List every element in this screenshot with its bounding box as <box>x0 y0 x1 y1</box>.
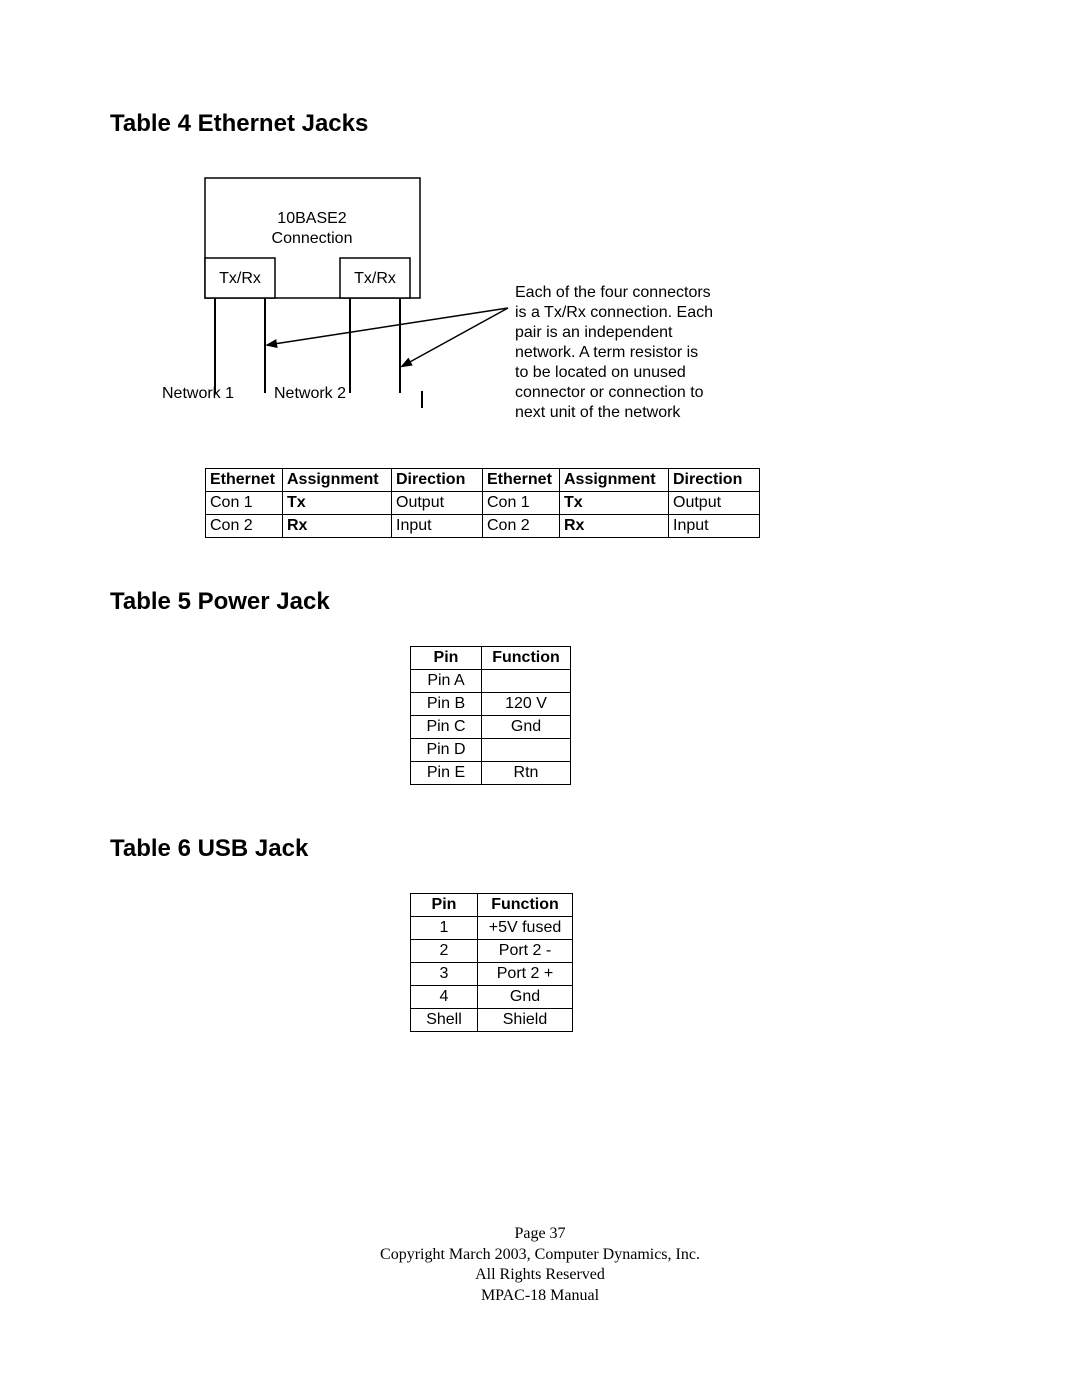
eth-cell: Output <box>392 492 483 515</box>
footer-page: Page 37 <box>0 1224 1080 1245</box>
eth-cell: Tx <box>560 492 669 515</box>
usb-cell: 4 <box>411 986 478 1009</box>
usb-cell: 3 <box>411 963 478 986</box>
ethernet-diagram: 10BASE2 Connection Tx/Rx Tx/Rx Network 1… <box>150 168 690 448</box>
eth-h3: Direction <box>392 469 483 492</box>
usb-cell: Gnd <box>478 986 573 1009</box>
eth-cell: Con 1 <box>206 492 283 515</box>
eth-cell: Rx <box>283 515 392 538</box>
diagram-network1: Network 1 <box>162 385 234 402</box>
table-header-row: Ethernet Assignment Direction Ethernet A… <box>206 469 760 492</box>
eth-h4: Ethernet <box>483 469 560 492</box>
pwr-cell: 120 V <box>482 693 571 716</box>
footer-rights: All Rights Reserved <box>0 1265 1080 1286</box>
eth-h2: Assignment <box>283 469 392 492</box>
page-footer: Page 37 Copyright March 2003, Computer D… <box>0 1224 1080 1307</box>
diagram-label-connection: Connection <box>272 230 353 247</box>
pwr-h1: Pin <box>411 647 482 670</box>
eth-cell: Output <box>669 492 760 515</box>
diagram-annotation: Each of the four connectors is a Tx/Rx c… <box>515 283 715 423</box>
table-row: Con 2 Rx Input Con 2 Rx Input <box>206 515 760 538</box>
footer-copyright: Copyright March 2003, Computer Dynamics,… <box>0 1245 1080 1266</box>
pwr-cell: Pin A <box>411 670 482 693</box>
ethernet-table: Ethernet Assignment Direction Ethernet A… <box>205 468 760 538</box>
pwr-cell: Gnd <box>482 716 571 739</box>
usb-cell: +5V fused <box>478 917 573 940</box>
section-table4: Table 4 Ethernet Jacks 10BASE2 Connectio… <box>110 110 970 538</box>
usb-h1: Pin <box>411 894 478 917</box>
usb-cell: Port 2 + <box>478 963 573 986</box>
pwr-cell: Pin B <box>411 693 482 716</box>
section-table5: Table 5 Power Jack Pin Function Pin A Pi… <box>110 588 970 785</box>
diagram-network2: Network 2 <box>274 385 346 402</box>
pwr-cell <box>482 670 571 693</box>
eth-h1: Ethernet <box>206 469 283 492</box>
pwr-cell: Pin E <box>411 762 482 785</box>
heading-table5: Table 5 Power Jack <box>110 588 970 616</box>
eth-cell: Input <box>669 515 760 538</box>
eth-cell: Input <box>392 515 483 538</box>
table-row: Con 1 Tx Output Con 1 Tx Output <box>206 492 760 515</box>
diagram-txrx-right: Tx/Rx <box>354 270 396 287</box>
usb-table: Pin Function 1+5V fused 2Port 2 - 3Port … <box>410 893 573 1032</box>
diagram-label-10base2: 10BASE2 <box>277 210 346 227</box>
eth-h5: Assignment <box>560 469 669 492</box>
pwr-cell: Pin C <box>411 716 482 739</box>
usb-cell: 2 <box>411 940 478 963</box>
pwr-cell: Rtn <box>482 762 571 785</box>
usb-h2: Function <box>478 894 573 917</box>
pwr-cell <box>482 739 571 762</box>
usb-cell: 1 <box>411 917 478 940</box>
usb-cell: Shield <box>478 1009 573 1032</box>
usb-cell: Port 2 - <box>478 940 573 963</box>
heading-table4: Table 4 Ethernet Jacks <box>110 110 970 138</box>
usb-cell: Shell <box>411 1009 478 1032</box>
eth-cell: Tx <box>283 492 392 515</box>
eth-cell: Rx <box>560 515 669 538</box>
eth-cell: Con 1 <box>483 492 560 515</box>
power-table: Pin Function Pin A Pin B120 V Pin CGnd P… <box>410 646 571 785</box>
heading-table6: Table 6 USB Jack <box>110 835 970 863</box>
diagram-txrx-left: Tx/Rx <box>219 270 261 287</box>
pwr-cell: Pin D <box>411 739 482 762</box>
eth-h6: Direction <box>669 469 760 492</box>
eth-cell: Con 2 <box>483 515 560 538</box>
eth-cell: Con 2 <box>206 515 283 538</box>
section-table6: Table 6 USB Jack Pin Function 1+5V fused… <box>110 835 970 1032</box>
pwr-h2: Function <box>482 647 571 670</box>
footer-manual: MPAC-18 Manual <box>0 1286 1080 1307</box>
